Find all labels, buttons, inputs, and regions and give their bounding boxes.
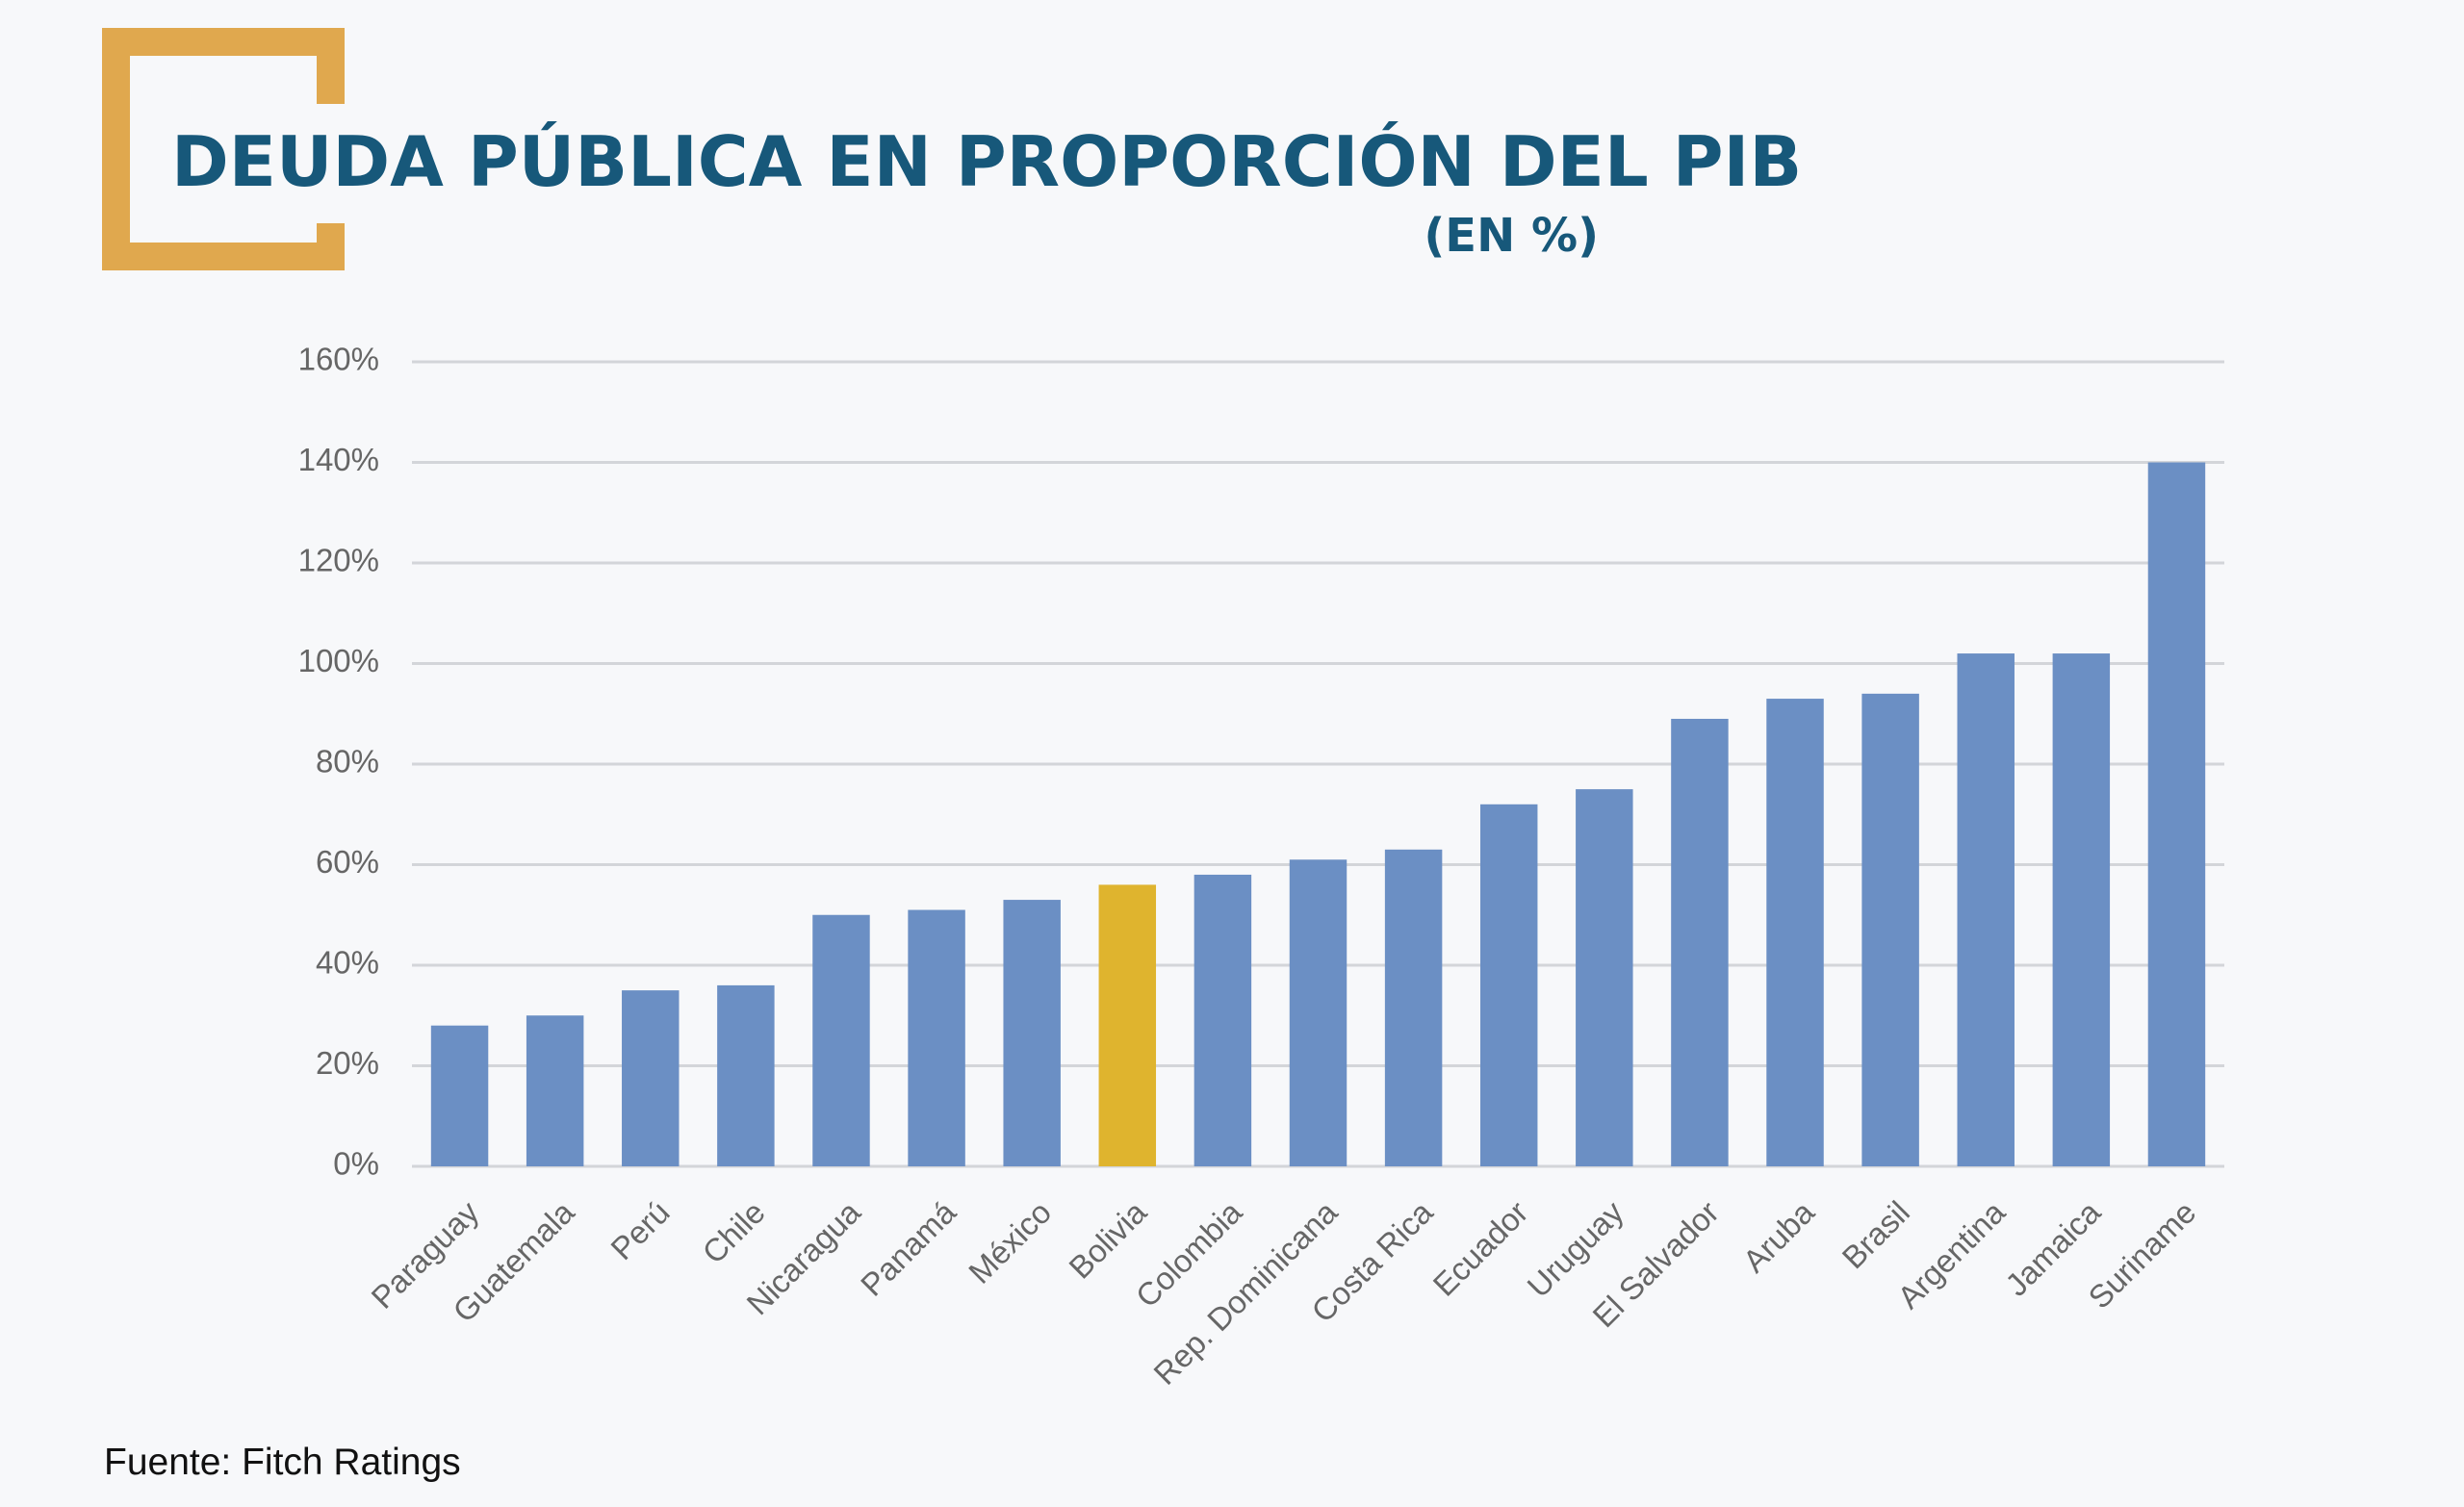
- bar: [1576, 789, 1633, 1166]
- frame: [102, 28, 345, 270]
- x-tick-label: Ecuador: [1426, 1194, 1535, 1303]
- y-tick-label: 160%: [298, 342, 379, 377]
- y-tick-label: 60%: [316, 844, 379, 880]
- x-tick-label: Brasil: [1835, 1194, 1917, 1276]
- bar: [1861, 693, 1919, 1166]
- bar: [2147, 462, 2206, 1166]
- bar: [526, 1015, 584, 1166]
- chart-subtitle: (EN %): [1424, 209, 1599, 263]
- x-tick-label: México: [962, 1194, 1058, 1290]
- y-tick-label: 20%: [316, 1045, 379, 1081]
- bar: [1479, 804, 1538, 1166]
- bar: [1289, 859, 1348, 1166]
- bar: [1098, 884, 1157, 1166]
- bar: [2052, 653, 2111, 1166]
- x-tick-label: Panamá: [854, 1193, 963, 1303]
- bar: [1194, 874, 1252, 1166]
- y-tick-label: 40%: [316, 945, 379, 981]
- x-tick-label: Chile: [695, 1194, 771, 1270]
- bar: [1671, 718, 1729, 1166]
- chart-title: DEUDA PÚBLICA EN PROPORCIÓN DEL PIB: [171, 121, 1802, 202]
- bar: [1957, 653, 2015, 1166]
- y-tick-label: 140%: [298, 442, 379, 477]
- y-tick-label: 80%: [316, 744, 379, 779]
- y-tick-label: 120%: [298, 543, 379, 578]
- x-tick-label: Bolivia: [1062, 1193, 1153, 1285]
- x-tick-label: Aruba: [1736, 1193, 1822, 1279]
- bar: [622, 990, 680, 1166]
- source: Fuente: Fitch Ratings: [104, 1442, 461, 1483]
- bar: [430, 1025, 489, 1166]
- bar: [908, 909, 965, 1166]
- bar: [1003, 900, 1061, 1166]
- y-tick-label: 100%: [298, 643, 379, 678]
- bar: [812, 914, 870, 1166]
- y-tick-label: 0%: [333, 1146, 379, 1182]
- x-tick-label: Perú: [603, 1194, 676, 1266]
- bar: [1384, 849, 1443, 1166]
- bar: [1766, 699, 1824, 1166]
- bar: [717, 984, 775, 1166]
